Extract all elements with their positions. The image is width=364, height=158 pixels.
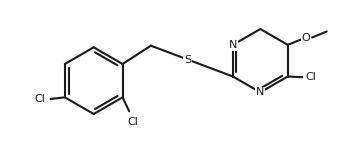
Text: N: N <box>256 87 265 97</box>
Text: Cl: Cl <box>306 72 316 82</box>
Text: Cl: Cl <box>35 94 45 104</box>
Text: O: O <box>302 33 310 43</box>
Text: N: N <box>229 40 237 50</box>
Text: S: S <box>184 55 191 65</box>
Text: Cl: Cl <box>127 117 138 127</box>
